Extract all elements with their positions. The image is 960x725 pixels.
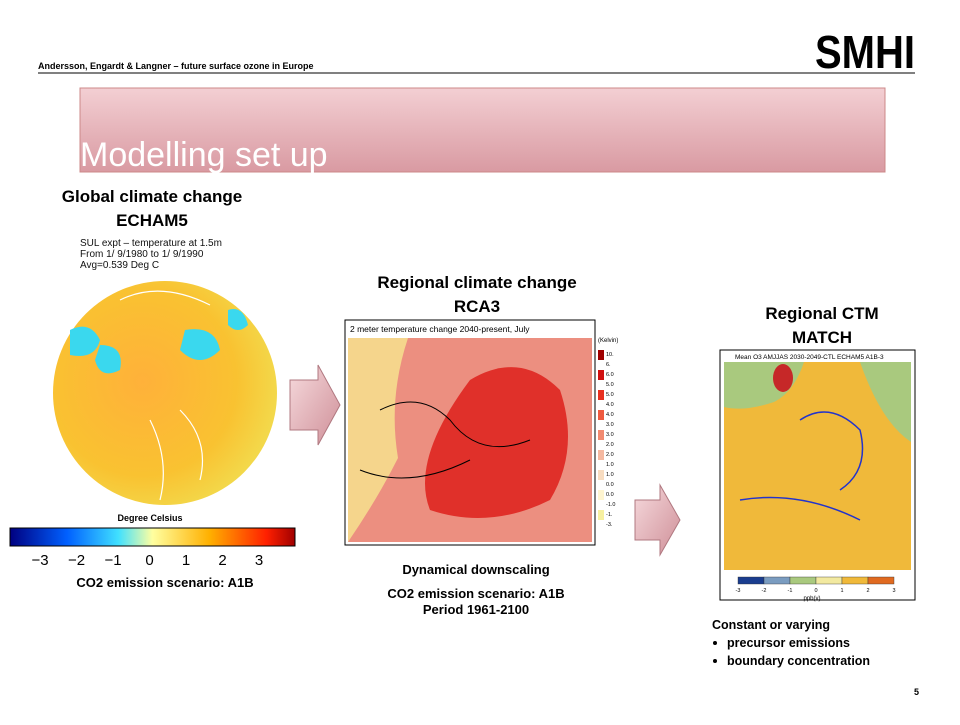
- coastlines: [739, 411, 864, 521]
- scale-label: 6.0: [606, 372, 614, 378]
- scale-label: -2: [762, 588, 767, 594]
- logo: SMHI: [815, 26, 915, 78]
- credit: Andersson, Engardt & Langner – future su…: [38, 61, 314, 71]
- map-zone: [724, 362, 911, 442]
- scale-label: 2: [866, 588, 869, 594]
- cold-spots: [70, 309, 248, 374]
- figure-caption: From 1/ 9/1980 to 1/ 9/1990: [80, 249, 204, 260]
- colorbar: [737, 576, 895, 585]
- scale-swatch: [598, 510, 604, 520]
- note: boundary concentration: [727, 654, 870, 668]
- globe: [53, 281, 277, 505]
- scale-label: 1.0: [606, 462, 614, 468]
- scale-label: 1: [840, 588, 843, 594]
- scale-label: 3.0: [606, 432, 614, 438]
- scale-swatch: [598, 430, 604, 440]
- scale-label: -3.: [606, 522, 613, 528]
- scale-label: 1: [182, 552, 190, 569]
- scale-swatch: [763, 576, 791, 585]
- scale-label: -3: [736, 588, 741, 594]
- scale-swatch: [737, 576, 765, 585]
- map-zone: [425, 367, 568, 518]
- scale-label: 0.0: [606, 482, 614, 488]
- scale-label: −3: [31, 552, 48, 569]
- map-zone: [773, 364, 793, 392]
- note: Constant or varying: [712, 618, 830, 632]
- note: CO2 emission scenario: A1B: [76, 575, 253, 590]
- scale-label: 10.: [606, 352, 614, 358]
- scale-unit: ppb(v): [803, 596, 820, 602]
- scale-label: 3: [255, 552, 263, 569]
- scale-swatch: [598, 370, 604, 380]
- scale-label: 6.: [606, 362, 611, 368]
- note: precursor emissions: [727, 636, 850, 650]
- page-number: 5: [914, 687, 919, 697]
- scale-label: 2.0: [606, 442, 614, 448]
- bullet: [713, 659, 717, 663]
- scale-swatch: [789, 576, 817, 585]
- scale-label: 2: [218, 552, 226, 569]
- scale-label: −1: [104, 552, 121, 569]
- scale-swatch: [598, 470, 604, 480]
- panel-heading: Global climate change: [62, 187, 242, 206]
- figure-caption: Avg=0.539 Deg C: [80, 260, 159, 271]
- scale-label: 5.0: [606, 382, 614, 388]
- scale-label: 3.0: [606, 422, 614, 428]
- scale-label: -1: [788, 588, 793, 594]
- scale-unit: Degree Celsius: [117, 513, 182, 523]
- title-band: [79, 87, 886, 173]
- note: Period 1961-2100: [423, 602, 529, 617]
- note: Dynamical downscaling: [402, 562, 549, 577]
- note: CO2 emission scenario: A1B: [387, 586, 564, 601]
- panel-heading: Regional climate change: [377, 273, 576, 292]
- scale-unit: (Kelvin): [598, 338, 618, 344]
- colorbar: [9, 527, 296, 547]
- title: Modelling set up: [80, 136, 328, 174]
- coastlines: [359, 401, 531, 479]
- figure-caption: Mean O3 AMJJAS 2030-2049-CTL ECHAM5 A1B-…: [735, 354, 884, 361]
- coastlines: [119, 290, 211, 501]
- arrow: [289, 364, 341, 446]
- scale-label: 0: [145, 552, 153, 569]
- scale-label: 2.0: [606, 452, 614, 458]
- arrow: [634, 483, 681, 557]
- map-zone: [348, 338, 408, 542]
- panel-heading: MATCH: [792, 328, 852, 347]
- scale-label: −2: [68, 552, 85, 569]
- figure-caption: 2 meter temperature change 2040-present,…: [350, 324, 530, 334]
- scale-label: 1.0: [606, 472, 614, 478]
- scale-label: 4.0: [606, 412, 614, 418]
- panel-heading: Regional CTM: [765, 304, 878, 323]
- panel-heading: RCA3: [454, 297, 500, 316]
- scale-label: 0: [814, 588, 817, 594]
- figure-caption: SUL expt – temperature at 1.5m: [80, 238, 222, 249]
- scale-swatch: [815, 576, 843, 585]
- bullet: [713, 641, 717, 645]
- scale-swatch: [841, 576, 869, 585]
- panel-heading: ECHAM5: [116, 211, 188, 230]
- scale-swatch: [867, 576, 895, 585]
- scale-swatch: [598, 450, 604, 460]
- scale-label: -1.0: [606, 502, 615, 508]
- scale-swatch: [598, 490, 604, 500]
- scale-label: -1.: [606, 512, 613, 518]
- scale-label: 3: [892, 588, 895, 594]
- scale-swatch: [598, 410, 604, 420]
- scale-swatch: [598, 350, 604, 360]
- scale-swatch: [598, 390, 604, 400]
- scale-label: 4.0: [606, 402, 614, 408]
- scale-label: 5.0: [606, 392, 614, 398]
- scale-label: 0.0: [606, 492, 614, 498]
